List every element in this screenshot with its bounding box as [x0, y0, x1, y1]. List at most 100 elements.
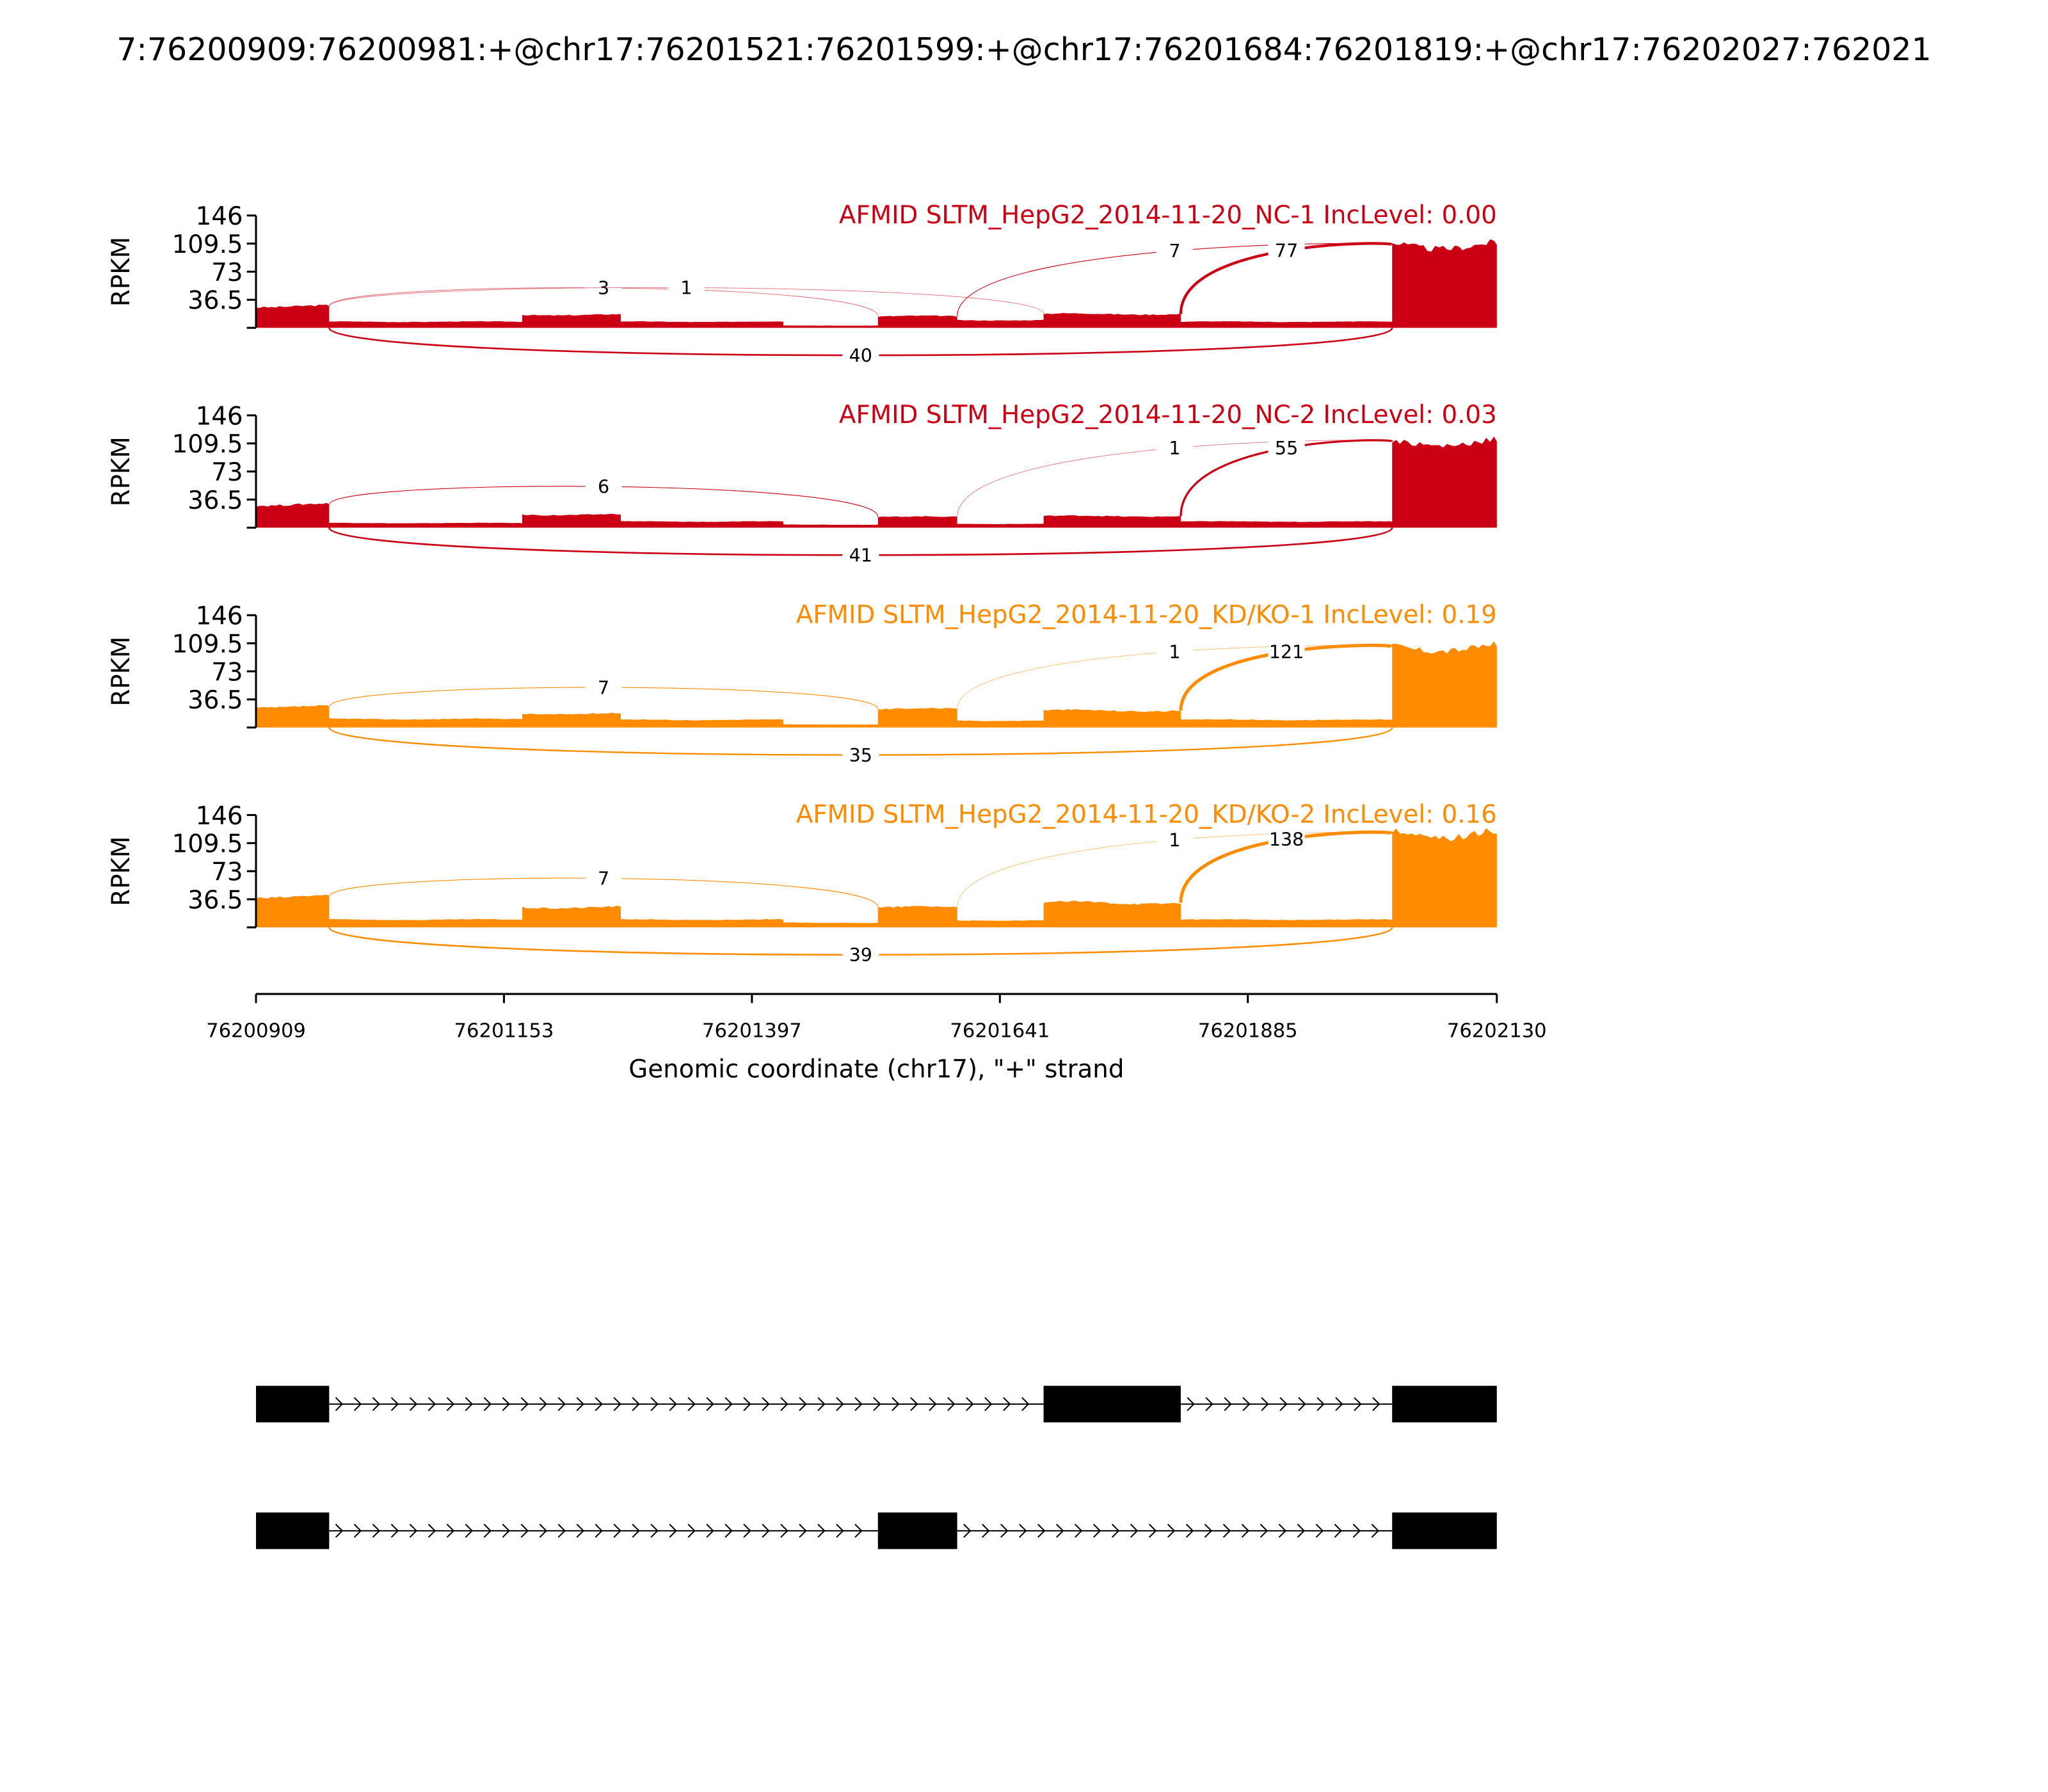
inc-level: IncLevel: 0.00	[1323, 201, 1496, 230]
y-tick-label: 73	[211, 458, 243, 487]
strand-arrow-icon	[1242, 1396, 1251, 1411]
strand-arrow-icon	[1278, 1523, 1287, 1538]
strand-arrow-icon	[817, 1396, 826, 1411]
x-axis-label: Genomic coordinate (chr17), "+" strand	[628, 1055, 1124, 1084]
junction-label-bg	[1156, 436, 1193, 460]
junction-label-bg	[668, 276, 705, 300]
strand-arrow-icon	[483, 1523, 492, 1538]
strand-arrow-icon	[963, 1523, 972, 1538]
strand-arrow-icon	[706, 1396, 714, 1411]
y-tick-label: 109.5	[172, 830, 243, 859]
strand-arrow-icon	[724, 1396, 733, 1411]
strand-arrow-icon	[335, 1396, 344, 1411]
strand-arrow-icon	[409, 1523, 418, 1538]
strand-arrow-icon	[465, 1396, 474, 1411]
junction-count-label: 1	[1169, 641, 1180, 662]
strand-arrow-icon	[1187, 1396, 1195, 1411]
strand-arrow-icon	[1019, 1523, 1027, 1538]
junction-count-label: 7	[1169, 240, 1180, 262]
strand-arrow-icon	[966, 1396, 974, 1411]
exon-block	[1392, 1386, 1497, 1423]
strand-arrow-icon	[390, 1523, 399, 1538]
x-tick-label: 76201153	[454, 1020, 554, 1042]
junction-count-label: 121	[1269, 641, 1304, 663]
strand-arrow-icon	[1371, 1523, 1380, 1538]
strand-arrow-icon	[929, 1396, 937, 1411]
sample-title: AFMID SLTM_HepG2_2014-11-20_NC-1 IncLevel…	[839, 201, 1497, 230]
strand-arrow-icon	[799, 1396, 807, 1411]
isoform-model	[256, 1386, 1497, 1423]
strand-arrow-icon	[1315, 1523, 1324, 1538]
strand-arrow-icon	[650, 1396, 659, 1411]
y-tick-label: 146	[196, 802, 243, 831]
strand-arrow-icon	[854, 1523, 863, 1538]
junction-count-label: 41	[849, 545, 872, 566]
strand-arrow-icon	[1003, 1396, 1011, 1411]
strand-arrow-icon	[706, 1523, 714, 1538]
y-tick-label: 146	[196, 602, 243, 631]
strand-arrow-icon	[1297, 1523, 1306, 1538]
junction-count-label: 35	[849, 744, 872, 766]
x-axis: 76200909 76201153 76201397 76201641 76201885…	[206, 993, 1547, 1042]
strand-arrow-icon	[1000, 1523, 1009, 1538]
strand-arrow-icon	[817, 1523, 826, 1538]
inc-level: IncLevel: 0.03	[1323, 401, 1496, 429]
strand-arrow-icon	[1021, 1396, 1030, 1411]
inc-level: IncLevel: 0.16	[1323, 801, 1496, 829]
strand-arrow-icon	[1167, 1523, 1176, 1538]
junction-label-bg	[1268, 436, 1305, 460]
strand-arrow-icon	[650, 1523, 659, 1538]
strand-arrow-icon	[465, 1523, 474, 1538]
strand-arrow-icon	[1111, 1523, 1120, 1538]
strand-arrow-icon	[1130, 1523, 1139, 1538]
strand-arrow-icon	[1222, 1523, 1231, 1538]
strand-arrow-icon	[576, 1396, 584, 1411]
y-tick-label: 36.5	[188, 287, 243, 316]
sample-title: AFMID SLTM_HepG2_2014-11-20_NC-2 IncLevel…	[839, 401, 1497, 429]
strand-arrow-icon	[539, 1396, 547, 1411]
junction-count-label: 40	[849, 344, 872, 366]
strand-arrow-icon	[762, 1396, 770, 1411]
junction-count-label: 39	[849, 944, 872, 966]
junction-count-label: 77	[1275, 240, 1298, 262]
strand-arrow-icon	[632, 1396, 640, 1411]
strand-arrow-icon	[799, 1523, 807, 1538]
junction-count-label: 1	[1169, 829, 1180, 851]
isoform-track	[256, 1386, 1497, 1549]
y-tick-label: 109.5	[172, 630, 243, 659]
y-tick-label: 146	[196, 202, 243, 231]
strand-arrow-icon	[836, 1396, 844, 1411]
strand-arrow-icon	[687, 1523, 696, 1538]
strand-arrow-icon	[1316, 1396, 1325, 1411]
junction-label-bg	[1268, 640, 1305, 664]
strand-arrow-icon	[854, 1396, 863, 1411]
strand-arrow-icon	[353, 1396, 362, 1411]
strand-arrow-icon	[873, 1396, 881, 1411]
strand-arrow-icon	[743, 1523, 751, 1538]
chart-title: 7:76200909:76200981:+@chr17:76201521:762…	[116, 31, 1931, 68]
strand-arrow-icon	[1204, 1523, 1213, 1538]
junction-count-label: 7	[598, 868, 609, 890]
junction-label-bg	[1268, 827, 1305, 851]
sample-name: AFMID SLTM_HepG2_2014-11-20_KD/KO-2	[796, 801, 1315, 829]
x-tick-label: 76201641	[950, 1020, 1050, 1042]
junction-label-bg	[842, 543, 879, 567]
strand-arrow-icon	[520, 1396, 529, 1411]
strand-arrow-icon	[892, 1396, 900, 1411]
strand-arrow-icon	[483, 1396, 492, 1411]
strand-arrow-icon	[372, 1396, 381, 1411]
strand-arrow-icon	[1279, 1396, 1288, 1411]
junction-count-label: 55	[1275, 437, 1298, 459]
junction-count-label: 6	[598, 476, 609, 497]
strand-arrow-icon	[557, 1523, 566, 1538]
strand-arrow-icon	[428, 1396, 436, 1411]
strand-arrow-icon	[1056, 1523, 1064, 1538]
inc-level: IncLevel: 0.19	[1323, 600, 1496, 629]
strand-arrow-icon	[762, 1523, 770, 1538]
strand-arrow-icon	[409, 1396, 418, 1411]
y-tick-label: 36.5	[188, 686, 243, 715]
junction-label-bg	[1156, 828, 1193, 852]
